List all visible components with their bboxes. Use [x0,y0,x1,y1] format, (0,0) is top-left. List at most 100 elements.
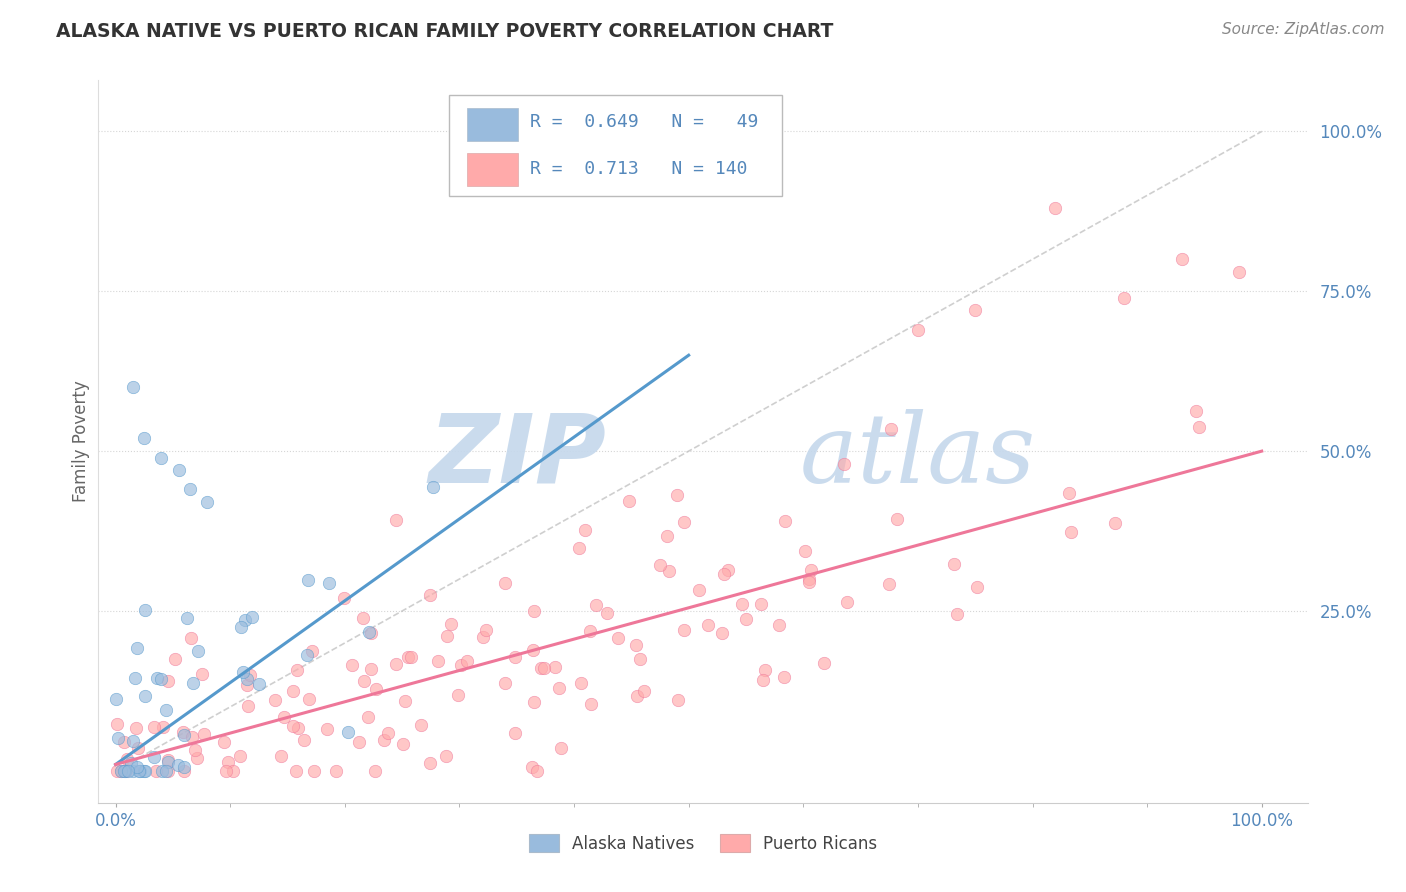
Point [128,764,150,778]
Point [112,764,135,778]
Point [105,717,128,731]
Point [134,764,156,778]
Point [357,625,380,640]
Point [352,611,374,625]
Point [191,666,214,681]
Point [236,672,259,686]
Point [114,764,136,778]
Point [717,563,740,577]
Point [173,760,195,774]
Point [180,632,202,646]
Point [456,654,478,668]
Point [143,720,166,734]
Point [297,574,319,588]
Point [394,694,416,708]
Point [548,681,571,696]
Point [523,695,546,709]
Point [713,567,735,582]
Point [212,735,235,749]
Point [145,764,167,778]
Point [568,541,591,555]
Point [655,529,678,543]
Point [773,514,796,528]
Point [533,661,555,675]
Point [426,654,449,668]
Point [155,703,177,717]
Point [104,692,127,706]
Point [176,611,198,625]
Point [633,683,655,698]
Point [434,748,457,763]
Point [167,758,190,772]
Text: Source: ZipAtlas.com: Source: ZipAtlas.com [1222,22,1385,37]
Point [648,558,671,572]
Point [385,513,408,527]
Point [107,764,129,778]
Point [1045,201,1067,215]
Point [273,709,295,723]
Point [946,607,969,621]
Point [773,670,796,684]
FancyBboxPatch shape [467,153,517,186]
Point [800,563,823,577]
Point [333,591,356,605]
Point [965,303,987,318]
Point [301,644,323,658]
Point [578,624,600,639]
Point [696,618,718,632]
Point [318,576,340,591]
Point [596,606,619,620]
Point [143,750,166,764]
Legend: Alaska Natives, Puerto Ricans: Alaska Natives, Puerto Ricans [522,828,884,860]
Point [264,693,287,707]
Point [298,692,321,706]
Point [337,724,360,739]
Point [447,688,470,702]
Point [287,721,309,735]
Point [172,725,194,739]
Point [419,588,441,602]
Point [942,557,965,571]
Point [357,710,380,724]
Text: R =  0.713   N = 140: R = 0.713 N = 140 [530,160,748,178]
Point [125,721,148,735]
Point [666,692,689,706]
Point [1188,420,1211,434]
Point [1170,252,1192,267]
Point [127,740,149,755]
Point [195,495,218,509]
Point [658,564,681,578]
Point [134,603,156,617]
Point [471,630,494,644]
Point [112,735,135,749]
Point [385,657,408,671]
Point [167,463,190,477]
Point [152,720,174,734]
Point [173,727,195,741]
Point [115,764,138,778]
Point [377,726,399,740]
Point [1057,485,1080,500]
Point [186,750,208,764]
Point [239,667,262,681]
Text: ZIP: ZIP [429,409,606,502]
Point [281,719,304,733]
Point [574,523,596,537]
Point [110,764,132,778]
Point [832,457,855,471]
Point [366,682,388,697]
Point [292,732,315,747]
Point [150,450,173,465]
Point [232,665,254,680]
Point [607,632,630,646]
Point [494,676,516,690]
Point [134,689,156,703]
Point [813,656,835,670]
Point [373,732,395,747]
Point [163,652,186,666]
Point [122,764,145,778]
Point [150,764,173,778]
Point [624,638,647,652]
Point [222,764,245,778]
Point [754,664,776,678]
